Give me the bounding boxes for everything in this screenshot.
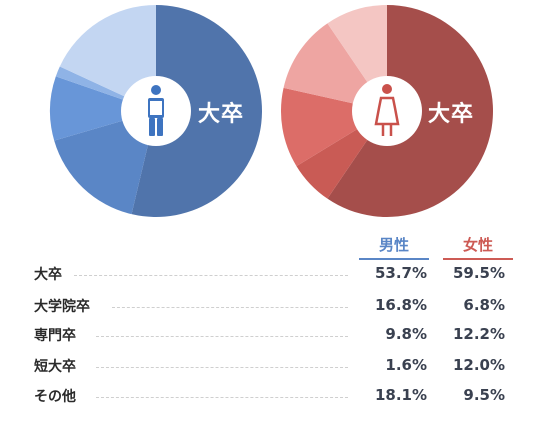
table-row: 大学院卒 16.8% 6.8% (0, 294, 548, 320)
leader-line (96, 336, 348, 337)
leader-line (112, 307, 348, 308)
leader-line (74, 275, 348, 276)
female-value-label: 12.0% (452, 356, 505, 374)
category-label: その他 (34, 389, 76, 405)
male-pie (49, 5, 263, 218)
male-value-label: 1.6% (385, 356, 427, 374)
leader-line (96, 367, 348, 368)
leader-line (96, 397, 348, 398)
male-person-icon (148, 85, 164, 136)
table-row: 専門卒 9.8% 12.2% (0, 323, 548, 349)
male-series-header: 男性 (359, 234, 429, 260)
female-center-badge (352, 76, 422, 146)
category-label: 大学院卒 (34, 299, 90, 315)
male-value-label: 53.7% (374, 264, 427, 282)
male-slice-0 (131, 5, 263, 218)
pie-charts (49, 4, 493, 218)
female-value-label: 12.2% (452, 325, 505, 343)
female-series-header: 女性 (443, 234, 513, 260)
category-label: 短大卒 (34, 359, 76, 375)
male-slice-4 (59, 5, 156, 111)
male-value-label: 16.8% (374, 296, 427, 314)
male-pie-center-label: 大卒 (198, 102, 245, 127)
table-row: 大卒 53.7% 59.5% (0, 262, 548, 288)
female-person-icon (374, 84, 400, 136)
category-label: 大卒 (34, 267, 62, 283)
female-value-label: 59.5% (452, 264, 505, 282)
female-pie-center-label: 大卒 (428, 102, 475, 127)
table-row: 短大卒 1.6% 12.0% (0, 354, 548, 380)
male-value-label: 18.1% (374, 386, 427, 404)
male-slice-1 (54, 111, 156, 215)
male-center-badge (121, 76, 191, 146)
table-row: その他 18.1% 9.5% (0, 384, 548, 410)
female-value-label: 6.8% (463, 296, 505, 314)
male-slice-2 (49, 76, 156, 141)
category-label: 専門卒 (34, 328, 76, 344)
female-value-label: 9.5% (463, 386, 505, 404)
male-value-label: 9.8% (385, 325, 427, 343)
